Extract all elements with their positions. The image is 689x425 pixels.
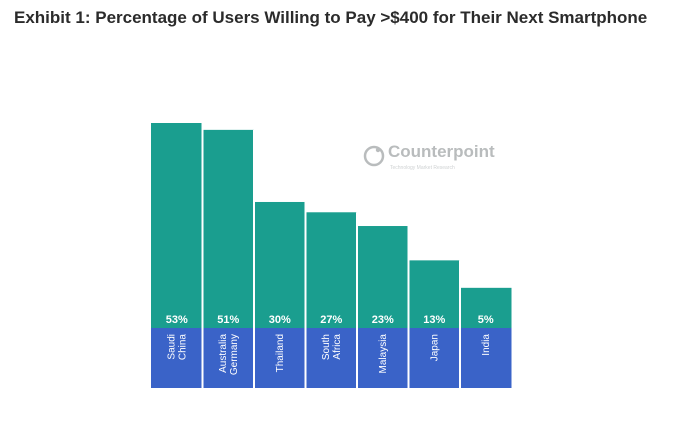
bar [460,287,512,328]
bar [151,123,203,328]
category-label: Malaysia [378,334,389,374]
category-label: China [177,334,188,361]
category-label: Africa [332,334,343,360]
category-label: Japan [429,334,440,361]
counterpoint-logo-icon [363,145,385,167]
data-label: 53% [166,314,188,326]
category-band [151,328,512,388]
data-label: 51% [217,314,239,326]
category-label: Australia [218,334,229,373]
data-label: 13% [423,314,445,326]
watermark-brand: Counterpoint [388,142,495,161]
bar [305,212,357,328]
category-label: South [321,334,332,360]
category-label: Germany [229,334,240,375]
data-label: 27% [320,314,342,326]
bar [357,226,409,328]
data-label: 30% [269,314,291,326]
category-label: Thailand [275,334,286,372]
category-label: Saudi [166,334,177,360]
category-label: India [481,334,492,356]
bar [408,260,460,328]
chart-title: Exhibit 1: Percentage of Users Willing t… [14,8,648,27]
data-label: 5% [478,314,494,326]
watermark-tagline: Technology Market Research [390,165,455,171]
bar [254,201,306,328]
data-label: 23% [372,314,394,326]
bar [202,129,254,328]
